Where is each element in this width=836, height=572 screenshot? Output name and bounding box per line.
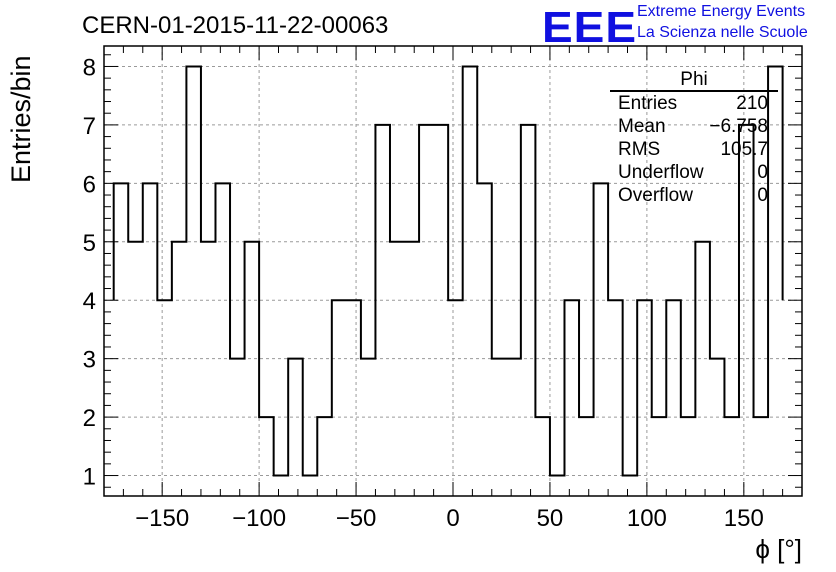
stats-row-entries: Entries 210 [610, 92, 778, 115]
logo-line-2: La Scienza nelle Scuole [637, 24, 808, 41]
x-tick-label: −100 [232, 505, 286, 532]
histogram-bin [623, 476, 638, 496]
stats-value: 105.7 [720, 139, 768, 160]
histogram-bin [375, 125, 390, 496]
x-tick-label: −150 [135, 505, 189, 532]
stats-label: Underflow [618, 162, 704, 183]
x-tick-label: 100 [627, 505, 667, 532]
histogram-bin [463, 66, 478, 496]
stats-value: 0 [757, 162, 768, 183]
x-tick-label: 150 [724, 505, 764, 532]
y-tick-label: 6 [83, 171, 96, 198]
histogram-bin [724, 417, 739, 496]
x-tick-label: −50 [336, 505, 377, 532]
histogram-bin [535, 417, 550, 496]
histogram-bin [215, 183, 230, 496]
stats-row-mean: Mean −6.758 [610, 115, 778, 138]
histogram-bin [564, 300, 579, 496]
histogram-bin [390, 242, 405, 496]
histogram-bin [492, 359, 507, 496]
stats-value: 0 [757, 185, 768, 206]
y-tick-label: 1 [83, 464, 96, 491]
histogram-bin [172, 242, 187, 496]
logo-line-1: Extreme Energy Events [637, 3, 806, 20]
x-tick-label: 50 [537, 505, 564, 532]
histogram-bin [637, 300, 652, 496]
histogram-bin [114, 183, 129, 496]
stats-label: Entries [618, 93, 678, 114]
stats-box: Phi Entries 210 Mean −6.758 RMS 105.7 Un… [610, 70, 778, 207]
y-tick-label: 5 [83, 230, 96, 257]
stats-label: Mean [618, 116, 666, 137]
histogram-outline [112, 65, 784, 477]
stats-title: Phi [610, 70, 778, 92]
y-tick-label: 2 [83, 405, 96, 432]
stats-row-rms: RMS 105.7 [610, 138, 778, 161]
y-tick-label: 7 [83, 113, 96, 140]
histogram-bin [317, 417, 332, 496]
histogram-bin [550, 476, 565, 496]
histogram-bin [695, 242, 710, 496]
stats-value: −6.758 [709, 116, 768, 137]
histogram-bin [332, 300, 347, 496]
y-axis-label: Entries/bin [6, 55, 36, 183]
y-tick-label: 8 [83, 54, 96, 81]
histogram-bin [652, 417, 667, 496]
histogram-bin [201, 242, 216, 496]
x-tick-label: 0 [446, 505, 459, 532]
histogram-bin [186, 66, 201, 496]
histogram-bin [245, 242, 260, 496]
eee-logo: EEE [542, 2, 638, 52]
histogram-bin [303, 476, 318, 496]
x-axis-label: ϕ [°] [755, 534, 802, 564]
histogram-bin [346, 300, 361, 496]
histogram-bin [754, 417, 769, 496]
histogram-bin [274, 476, 289, 496]
stats-row-underflow: Underflow 0 [610, 161, 778, 184]
histogram-bin [419, 125, 434, 496]
chart-title: CERN-01-2015-11-22-00063 [82, 12, 389, 39]
histogram-bin [594, 183, 609, 496]
histogram-bin [666, 300, 681, 496]
histogram-bin [434, 125, 449, 496]
histogram-bin [157, 300, 172, 496]
y-tick-label: 3 [83, 347, 96, 374]
histogram-bin [579, 417, 594, 496]
histogram-bin [477, 183, 492, 496]
histogram-bin [143, 183, 158, 496]
histogram-bin [608, 300, 623, 496]
histogram-bin [128, 242, 143, 496]
stats-label: RMS [618, 139, 661, 160]
histogram-bin [259, 417, 274, 496]
histogram-bin [405, 242, 420, 496]
stats-value: 210 [736, 93, 768, 114]
histogram-bin [521, 125, 536, 496]
histogram-bin [681, 417, 696, 496]
histogram-bin [448, 300, 463, 496]
stats-label: Overflow [618, 185, 693, 206]
stats-row-overflow: Overflow 0 [610, 184, 778, 207]
y-tick-label: 4 [83, 288, 96, 315]
